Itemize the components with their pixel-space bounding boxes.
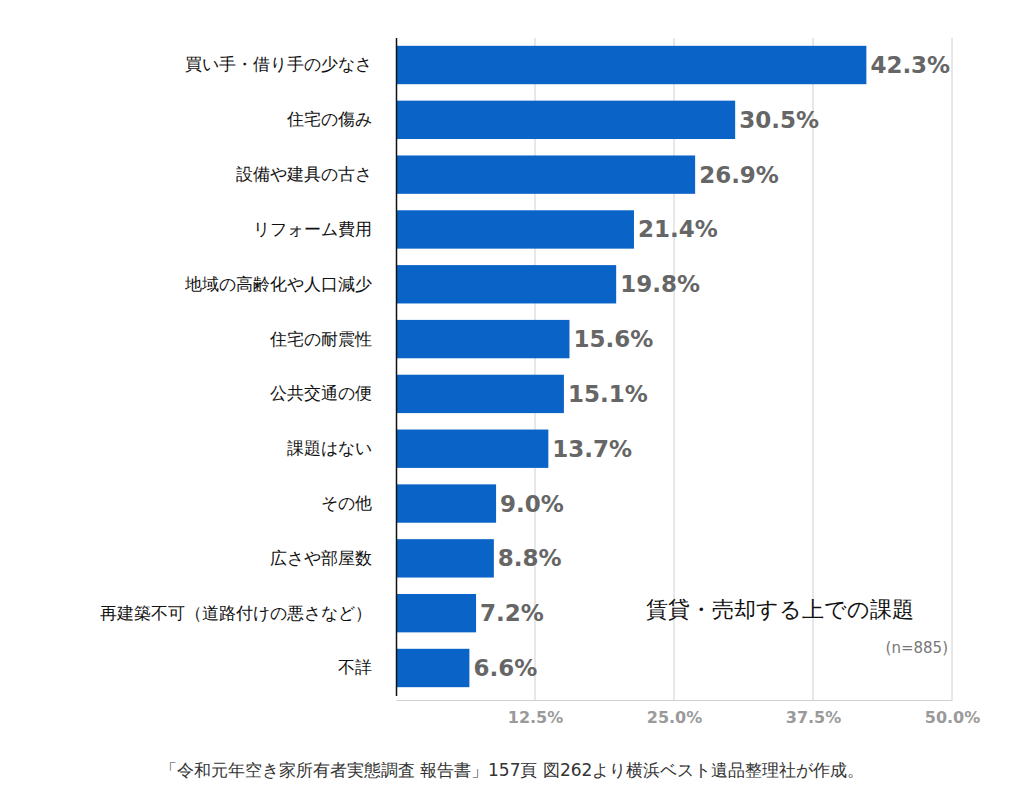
- x-tick-label: 25.0%: [647, 708, 703, 727]
- bar: [396, 155, 695, 193]
- x-tick-label: 12.5%: [508, 708, 564, 727]
- grid-line: [952, 38, 953, 700]
- y-tick-label: 広さや部屋数: [270, 548, 372, 568]
- y-tick: 広さや部屋数: [270, 548, 372, 568]
- source: 「令和元年空き家所有者実態調査 報告書」157頁 図262より横浜ベスト遺品整理…: [160, 760, 865, 780]
- bar: [396, 430, 548, 468]
- data-label: 9.0%: [500, 491, 564, 517]
- bar: [396, 649, 469, 687]
- y-tick: 再建築不可（道路付けの悪さなど）: [100, 603, 372, 623]
- chart: 12.5% 25.0% 37.5% 50.0% 買い手・借り手の少なさ住宅の傷み設備や建…: [0, 0, 1024, 810]
- y-tick-label: リフォーム費用: [253, 219, 372, 239]
- bar: [396, 484, 496, 522]
- x-tick: 12.5%: [508, 700, 564, 727]
- data-label: 42.3%: [870, 52, 950, 78]
- bar: [396, 320, 569, 358]
- y-axis: 買い手・借り手の少なさ住宅の傷み設備や建具の古さリフォーム費用地域の高齢化や人口…: [100, 38, 397, 696]
- y-tick-label: 住宅の耐震性: [269, 329, 372, 349]
- data-label: 21.4%: [638, 216, 718, 242]
- bars: [396, 46, 866, 687]
- bar: [396, 101, 735, 139]
- y-tick: 地域の高齢化や人口減少: [184, 274, 372, 294]
- bar: [396, 594, 476, 632]
- y-tick-label: 買い手・借り手の少なさ: [185, 54, 372, 74]
- data-label: 6.6%: [473, 655, 537, 681]
- subtitle: (n=885): [886, 639, 948, 657]
- data-label: 7.2%: [480, 600, 544, 626]
- x-tick: 37.5%: [786, 700, 842, 727]
- y-tick-label: 地域の高齢化や人口減少: [184, 274, 372, 294]
- x-tick-label: 37.5%: [786, 708, 842, 727]
- x-tick: 50.0%: [925, 700, 981, 727]
- y-tick-label: 公共交通の便: [270, 383, 372, 403]
- x-axis-line: [397, 700, 953, 701]
- y-axis-line: [396, 38, 398, 696]
- x-tick-label: 50.0%: [925, 708, 981, 727]
- x-axis: 12.5% 25.0% 37.5% 50.0%: [397, 700, 981, 727]
- data-label: 8.8%: [498, 545, 562, 571]
- title: 賃貸・売却する上での課題: [646, 597, 914, 622]
- y-tick: 課題はない: [287, 438, 372, 458]
- data-label: 30.5%: [739, 107, 819, 133]
- y-tick-label: 不詳: [338, 657, 372, 677]
- y-tick: 不詳: [338, 657, 372, 677]
- y-tick: その他: [321, 493, 372, 513]
- bar: [396, 46, 866, 84]
- y-tick-label: その他: [321, 493, 372, 513]
- y-tick: 買い手・借り手の少なさ: [185, 54, 372, 74]
- y-tick: 公共交通の便: [270, 383, 372, 403]
- data-label: 15.6%: [573, 326, 653, 352]
- y-tick-label: 再建築不可（道路付けの悪さなど）: [100, 603, 372, 623]
- data-labels: 42.3% 30.5% 26.9% 21.4% 19.8% 15.6% 15.1% 13.7%…: [473, 52, 950, 681]
- data-label: 19.8%: [620, 271, 700, 297]
- y-tick: 住宅の耐震性: [269, 329, 372, 349]
- y-tick: リフォーム費用: [253, 219, 372, 239]
- data-label: 15.1%: [568, 381, 648, 407]
- bar: [396, 265, 616, 303]
- y-tick: 住宅の傷み: [286, 109, 372, 129]
- x-tick: 25.0%: [647, 700, 703, 727]
- bar: [396, 375, 564, 413]
- y-tick-label: 課題はない: [287, 438, 372, 458]
- bar: [396, 210, 634, 248]
- y-tick-label: 設備や建具の古さ: [236, 164, 372, 184]
- y-tick: 設備や建具の古さ: [236, 164, 372, 184]
- y-tick-label: 住宅の傷み: [286, 109, 372, 129]
- bar: [396, 539, 494, 577]
- data-label: 13.7%: [552, 436, 632, 462]
- data-label: 26.9%: [699, 162, 779, 188]
